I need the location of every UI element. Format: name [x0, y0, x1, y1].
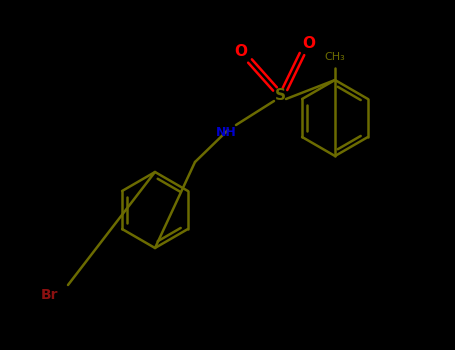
Text: CH₃: CH₃ [324, 52, 345, 62]
Text: Br: Br [41, 288, 59, 302]
Text: O: O [234, 43, 248, 58]
Text: O: O [303, 36, 315, 51]
Text: S: S [274, 88, 285, 103]
Text: NH: NH [216, 126, 237, 139]
